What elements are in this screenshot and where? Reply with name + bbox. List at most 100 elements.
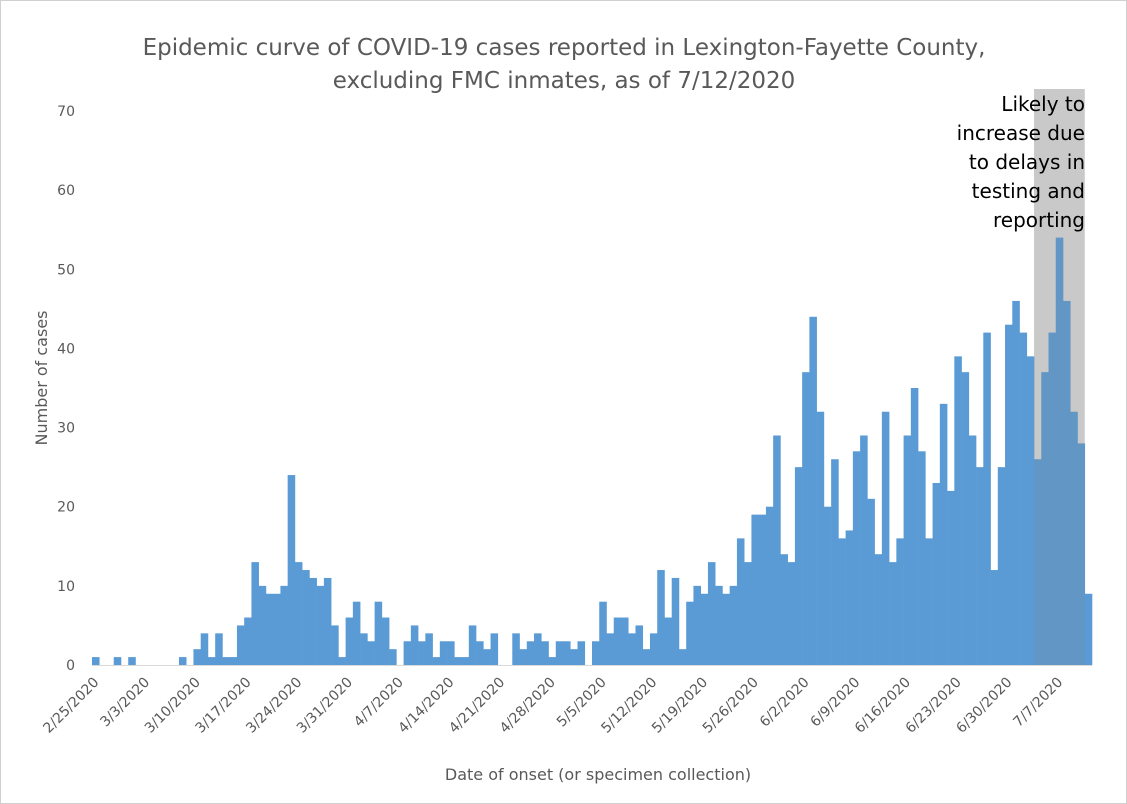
bar bbox=[403, 641, 412, 665]
bar bbox=[1048, 332, 1057, 665]
bar bbox=[990, 570, 999, 665]
bar bbox=[526, 641, 535, 665]
bar bbox=[200, 633, 209, 665]
bar bbox=[918, 451, 926, 665]
bar bbox=[823, 506, 832, 665]
bar bbox=[1019, 332, 1028, 665]
bar bbox=[889, 562, 897, 665]
y-tick-label: 30 bbox=[57, 421, 75, 437]
bar bbox=[881, 411, 890, 665]
bar bbox=[910, 388, 919, 665]
bar bbox=[519, 649, 528, 665]
bar bbox=[867, 498, 875, 665]
bar bbox=[338, 657, 346, 665]
note-line: Likely to bbox=[1001, 92, 1085, 116]
bar bbox=[222, 657, 230, 665]
bar bbox=[381, 617, 390, 665]
y-axis-title: Number of cases bbox=[32, 311, 51, 446]
y-tick-label: 40 bbox=[57, 341, 75, 357]
x-tick-label: 6/2/2020 bbox=[757, 675, 813, 731]
bar bbox=[852, 451, 861, 665]
x-tick-label: 7/7/2020 bbox=[1010, 675, 1066, 731]
bar bbox=[1012, 300, 1020, 665]
bar bbox=[215, 633, 223, 665]
bar bbox=[570, 649, 578, 665]
bar bbox=[128, 657, 136, 665]
bar bbox=[997, 467, 1006, 665]
bar bbox=[345, 617, 354, 665]
bar bbox=[193, 649, 201, 665]
bar bbox=[1026, 356, 1035, 665]
bar bbox=[1084, 593, 1093, 665]
bar bbox=[954, 356, 962, 665]
bar bbox=[758, 514, 767, 665]
bar bbox=[229, 657, 238, 665]
bar bbox=[635, 625, 644, 665]
bar bbox=[642, 649, 651, 665]
bar bbox=[707, 562, 716, 665]
bar bbox=[831, 459, 839, 665]
bar bbox=[207, 657, 216, 665]
bar bbox=[563, 641, 571, 665]
bar bbox=[1077, 443, 1086, 665]
note-line: increase due bbox=[957, 121, 1085, 145]
bar bbox=[903, 435, 912, 665]
bar bbox=[657, 570, 665, 665]
bar bbox=[534, 633, 542, 665]
bar bbox=[1034, 459, 1042, 665]
shaded-region-note: Likely to increase due to delays in testing… bbox=[957, 92, 1085, 232]
bar bbox=[360, 633, 368, 665]
bar bbox=[860, 435, 868, 665]
y-tick-labels: 0 10 20 30 40 50 60 70 bbox=[57, 104, 75, 674]
bar bbox=[280, 585, 288, 665]
bar bbox=[410, 625, 419, 665]
bar bbox=[309, 577, 317, 665]
bar bbox=[947, 490, 955, 665]
bar bbox=[838, 538, 846, 665]
bar bbox=[664, 617, 673, 665]
bar bbox=[287, 475, 296, 665]
bar bbox=[512, 633, 520, 665]
bar bbox=[454, 657, 462, 665]
x-tick-label: 2/25/2020 bbox=[40, 675, 102, 737]
bar bbox=[678, 649, 687, 665]
bars-layer bbox=[92, 89, 1093, 665]
y-tick-label: 70 bbox=[57, 104, 75, 120]
y-tick-label: 10 bbox=[57, 579, 75, 595]
bar bbox=[983, 332, 991, 665]
bar bbox=[92, 657, 100, 665]
note-line: to delays in bbox=[969, 150, 1085, 174]
bar bbox=[1055, 237, 1064, 665]
bar bbox=[113, 657, 122, 665]
bar bbox=[961, 372, 970, 665]
bar bbox=[244, 617, 252, 665]
bar bbox=[773, 435, 781, 665]
bar bbox=[693, 585, 701, 665]
bar bbox=[294, 562, 303, 665]
bar bbox=[686, 601, 694, 665]
bar bbox=[671, 577, 680, 665]
note-line: testing and bbox=[972, 179, 1085, 203]
bar bbox=[476, 641, 484, 665]
bar bbox=[389, 649, 397, 665]
bar bbox=[874, 554, 883, 665]
bar bbox=[1041, 372, 1049, 665]
chart-title-line-2: excluding FMC inmates, as of 7/12/2020 bbox=[333, 68, 796, 94]
bar bbox=[331, 625, 339, 665]
bar bbox=[367, 641, 375, 665]
bar bbox=[577, 641, 586, 665]
bar bbox=[794, 467, 803, 665]
x-tick-labels: 2/25/20203/3/20203/10/20203/17/20203/24/… bbox=[40, 675, 1066, 737]
bar bbox=[715, 585, 723, 665]
bar bbox=[932, 482, 941, 665]
bar bbox=[302, 570, 310, 665]
bar bbox=[896, 538, 904, 665]
chart-title-line-1: Epidemic curve of COVID-19 cases reporte… bbox=[143, 35, 986, 61]
bar bbox=[439, 641, 448, 665]
shaded-region-overlay bbox=[1034, 89, 1085, 665]
bar bbox=[468, 625, 477, 665]
y-tick-label: 60 bbox=[57, 183, 75, 199]
bar bbox=[316, 585, 325, 665]
bar bbox=[251, 562, 259, 665]
